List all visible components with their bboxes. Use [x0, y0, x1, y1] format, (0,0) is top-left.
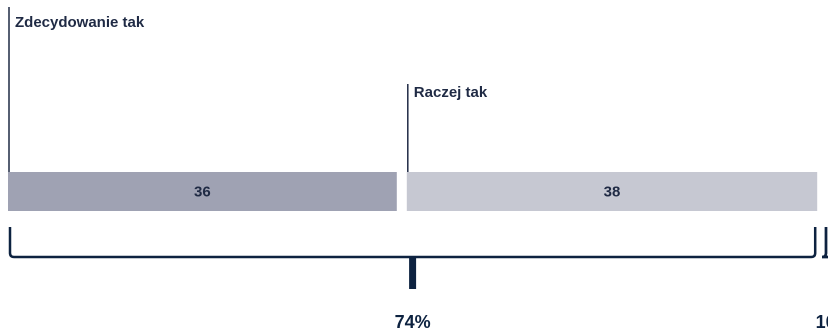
group-stem-0	[409, 257, 417, 289]
value-label-zdecydowanie-tak: 36	[194, 184, 211, 201]
group-bracket-0	[8, 227, 817, 259]
bar-zdecydowanie-tak	[8, 172, 397, 211]
category-label-raczej-tak: Raczej tak	[414, 84, 488, 101]
group-total-label-1: 10%	[816, 312, 828, 332]
category-label-zdecydowanie-tak: Zdecydowanie tak	[15, 14, 145, 31]
group-bracket-2	[821, 227, 828, 259]
value-label-raczej-tak: 38	[604, 184, 621, 201]
bar-raczej-tak	[406, 172, 818, 211]
group-total-label-0: 74%	[395, 312, 431, 332]
